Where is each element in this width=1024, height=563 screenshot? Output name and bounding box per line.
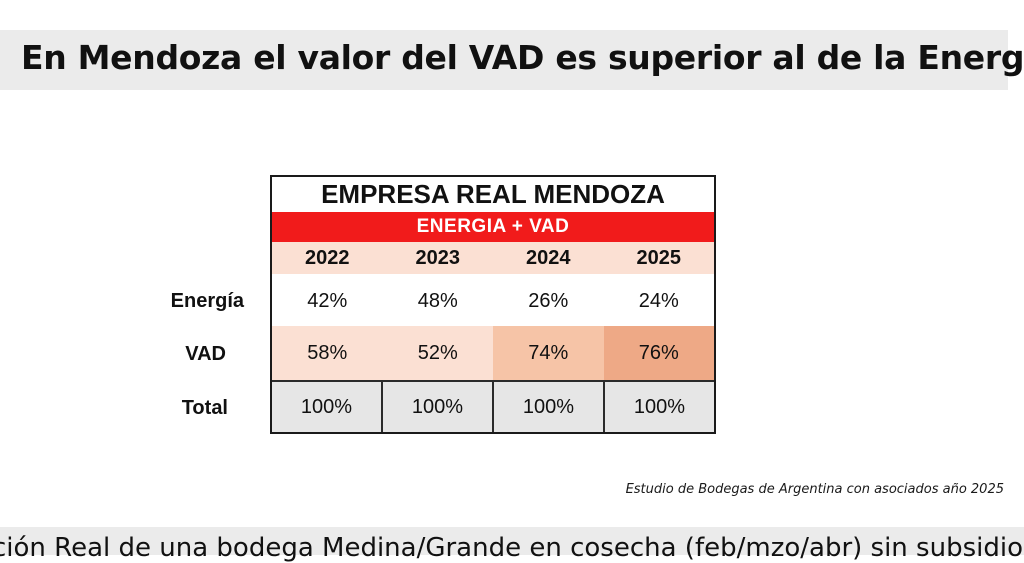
table-cell: 52%	[382, 326, 493, 380]
table-cell: 24%	[638, 289, 679, 312]
bottom-caption-bar	[0, 527, 1024, 555]
table-cell: 100%	[272, 380, 381, 432]
table-title: EMPRESA REAL MENDOZA	[321, 179, 665, 209]
table-frame	[270, 175, 716, 434]
table-cell: 74%	[493, 326, 604, 380]
table-cell: 48%	[417, 289, 458, 312]
table-cell: 100%	[603, 380, 714, 432]
table-cell: 58%	[272, 326, 383, 380]
year-header: 2024	[526, 246, 571, 269]
table-row: 58% 52% 74% 76%	[272, 326, 714, 380]
table-cell: 76%	[603, 326, 714, 380]
table-cell: 100%	[492, 380, 603, 432]
row-label-vad: VAD	[185, 343, 226, 365]
page-title: En Mendoza el valor del VAD es superior …	[21, 38, 1024, 77]
year-header: 2025	[636, 246, 682, 269]
source-note: Estudio de Bodegas de Argentina con asoc…	[625, 482, 1004, 497]
table-cell: 42%	[307, 289, 348, 312]
table-row: 42% 48% 26% 24%	[272, 276, 714, 326]
title-bar	[0, 30, 1008, 90]
table-subtitle: ENERGIA + VAD	[272, 212, 714, 242]
table-cell: 100%	[381, 380, 492, 432]
year-header: 2023	[415, 246, 461, 269]
row-label-total: Total	[181, 397, 228, 419]
year-header-row: 2022 2023 2024 2025	[272, 242, 714, 274]
bottom-caption: ción Real de una bodega Medina/Grande en…	[0, 533, 1024, 563]
row-label-energia: Energía	[170, 290, 244, 312]
table-row: 100% 100% 100% 100%	[272, 380, 714, 432]
table-cell: 26%	[528, 289, 569, 312]
year-header: 2022	[305, 246, 350, 269]
